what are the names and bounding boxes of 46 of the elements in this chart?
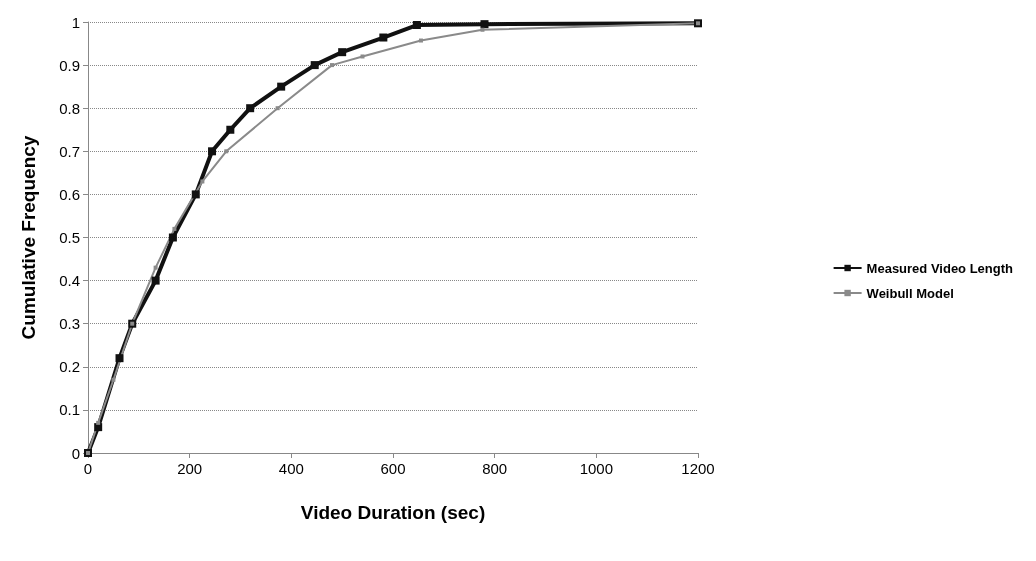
point xyxy=(200,179,205,184)
x-tick-label: 1200 xyxy=(681,460,715,477)
x-tick-label: 800 xyxy=(482,460,508,477)
point xyxy=(153,265,158,270)
x-tick-label: 200 xyxy=(177,460,203,477)
x-axis-title: Video Duration (sec) xyxy=(300,502,486,523)
point xyxy=(208,147,217,156)
point xyxy=(480,20,489,29)
x-tick-label: 400 xyxy=(278,460,304,477)
y-tick-label: 0 xyxy=(71,444,80,462)
point xyxy=(226,125,235,134)
point xyxy=(224,149,229,154)
y-tick-label: 0.9 xyxy=(59,56,80,74)
y-tick-label: 1 xyxy=(71,13,80,31)
point xyxy=(360,54,365,59)
point xyxy=(151,276,160,285)
legend-label: Measured Video Length xyxy=(866,260,1014,276)
x-tick-label: 0 xyxy=(83,460,93,477)
y-tick-label: 0.2 xyxy=(59,358,80,376)
legend-label: Weibull Model xyxy=(866,285,954,301)
point xyxy=(480,27,485,32)
y-tick-label: 0.1 xyxy=(59,401,80,419)
point xyxy=(115,354,124,363)
y-tick-label: 0.4 xyxy=(59,272,80,290)
point xyxy=(275,106,280,111)
x-tick-label: 600 xyxy=(380,460,406,477)
y-tick-label: 0.8 xyxy=(59,99,80,117)
point xyxy=(172,226,177,231)
point xyxy=(330,63,334,68)
x-tick-label: 1000 xyxy=(579,460,614,477)
point xyxy=(379,33,388,42)
point xyxy=(338,48,347,57)
point xyxy=(168,233,177,242)
y-tick-label: 0.3 xyxy=(59,315,80,333)
point xyxy=(96,420,101,425)
y-tick-label: 0.5 xyxy=(59,229,80,246)
y-tick-label: 0.7 xyxy=(59,142,80,160)
point xyxy=(277,82,286,91)
point xyxy=(418,38,423,43)
y-axis-title: Cumulative Frequency xyxy=(18,135,39,340)
point xyxy=(191,190,200,199)
point xyxy=(310,61,319,70)
point xyxy=(246,104,255,113)
point xyxy=(111,377,116,382)
y-tick-label: 0.6 xyxy=(59,185,80,203)
point xyxy=(412,21,421,30)
